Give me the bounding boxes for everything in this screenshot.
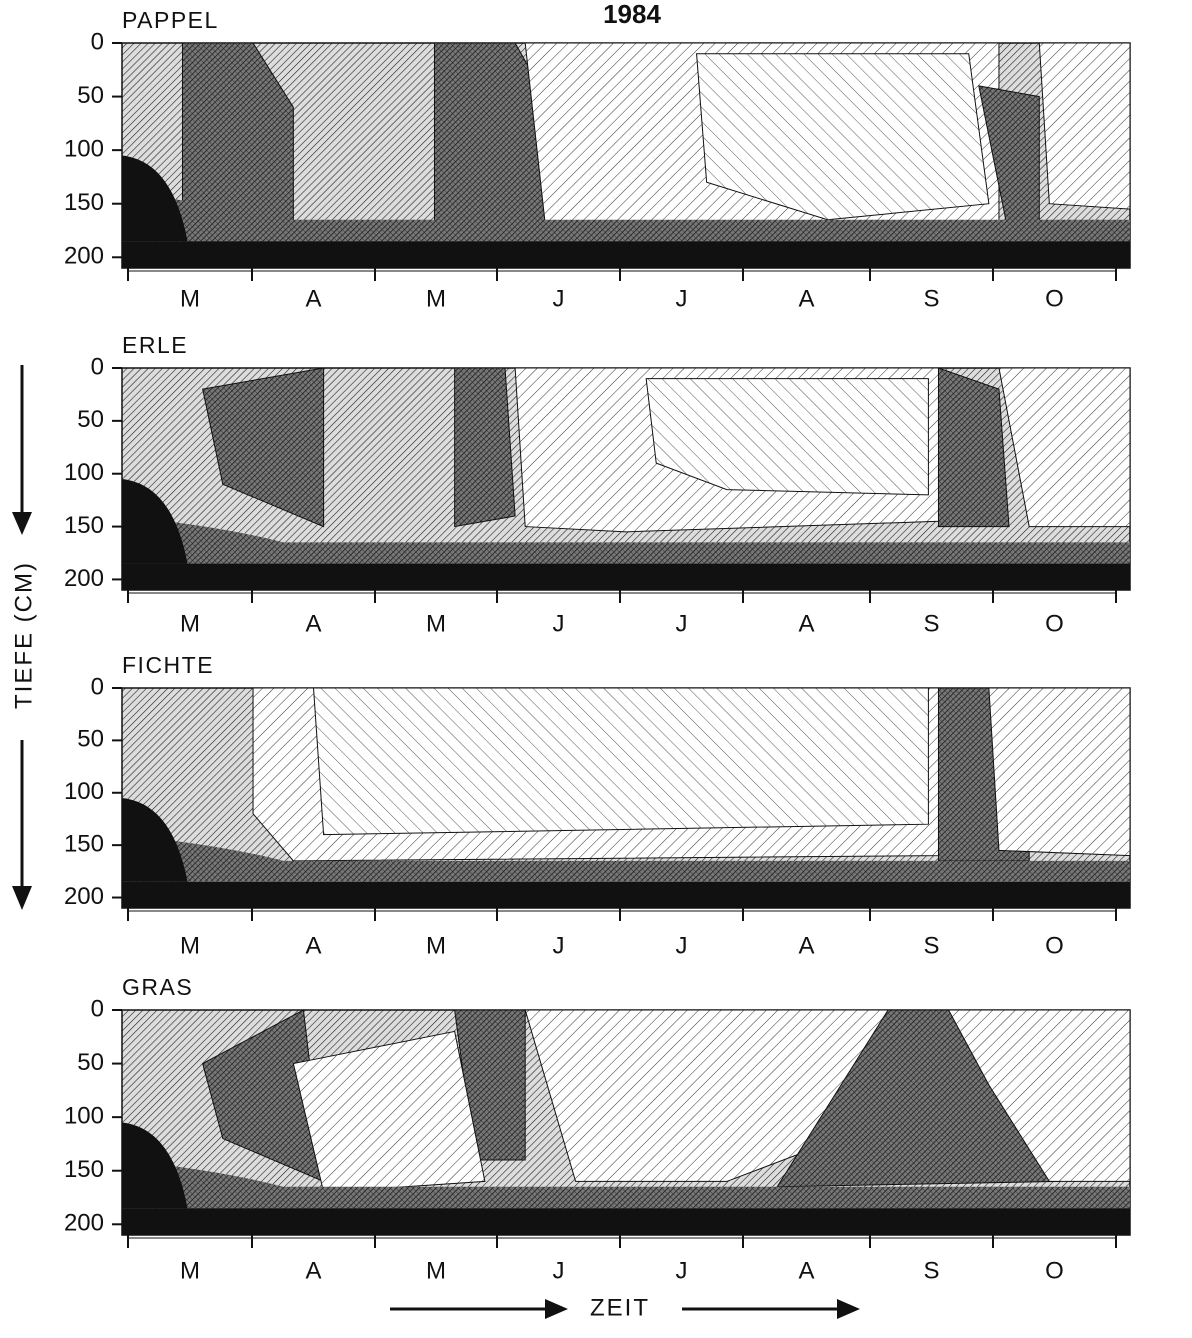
contour-region [696,53,990,221]
x-tick-label: J [553,610,565,637]
contour-region [1038,42,1131,210]
contour-region [122,563,1130,590]
x-tick-label: A [305,1257,321,1284]
panel-title: PAPPEL [122,7,219,33]
contour-region [937,367,1010,528]
contour-region [947,1009,1131,1182]
x-tick-label: O [1045,1257,1064,1284]
contour-region [454,367,516,528]
y-tick-label: 50 [77,82,104,109]
x-tick-label: J [676,1257,688,1284]
contour-region [988,687,1131,857]
contour-region [122,479,188,564]
x-tick-label: M [426,610,446,637]
x-tick-label: O [1045,932,1064,959]
x-tick-label: M [180,932,200,959]
contour-region [122,1208,1130,1235]
y-tick-label: 200 [64,565,104,592]
contour-region [645,378,929,496]
contour-region [122,516,1130,564]
x-tick-label: O [1045,285,1064,312]
x-tick-label: J [553,285,565,312]
contour-region [292,1030,486,1193]
contour-region [122,881,1130,908]
y-tick-label: 200 [64,1210,104,1237]
x-tick-label: A [305,932,321,959]
panel-title: FICHTE [122,652,214,678]
contour-region [122,241,1130,268]
x-axis-label: ZEIT [590,1294,650,1321]
contour-region [122,193,1130,242]
x-tick-label: M [180,610,200,637]
chart-title: 1984 [603,0,661,29]
x-tick-label: M [180,285,200,312]
y-tick-label: 50 [77,406,104,433]
contour-region [202,367,325,528]
x-tick-label: J [676,932,688,959]
x-tick-label: J [676,285,688,312]
y-tick-label: 200 [64,243,104,270]
y-tick-label: 0 [91,995,104,1022]
x-tick-label: S [923,932,939,959]
x-tick-label: M [426,285,446,312]
y-tick-label: 50 [77,726,104,753]
x-tick-label: J [553,1257,565,1284]
y-tick-label: 150 [64,189,104,216]
y-tick-label: 150 [64,1156,104,1183]
y-tick-label: 0 [91,353,104,380]
y-tick-label: 150 [64,512,104,539]
x-tick-label: S [923,1257,939,1284]
y-tick-label: 0 [91,673,104,700]
x-tick-label: A [798,932,814,959]
contour-region [122,798,188,882]
y-tick-label: 100 [64,1102,104,1129]
x-tick-label: A [798,610,814,637]
x-tick-label: A [305,610,321,637]
contour-region [122,155,188,242]
y-tick-label: 100 [64,459,104,486]
x-tick-label: M [180,1257,200,1284]
contour-region [122,834,1130,882]
x-tick-label: S [923,285,939,312]
contour-region [312,687,929,836]
x-tick-label: A [798,285,814,312]
arrows [12,365,860,1319]
y-tick-label: 150 [64,830,104,857]
y-tick-label: 200 [64,883,104,910]
x-tick-label: A [305,285,321,312]
x-tick-label: M [426,1257,446,1284]
contour-region [122,1160,1130,1209]
contour-region [122,1122,188,1209]
y-tick-label: 50 [77,1049,104,1076]
contour-region [998,367,1131,528]
x-tick-label: J [676,610,688,637]
y-tick-label: 100 [64,135,104,162]
panel-title: ERLE [122,332,188,358]
x-tick-label: O [1045,610,1064,637]
x-tick-label: A [798,1257,814,1284]
x-tick-label: J [553,932,565,959]
y-tick-label: 100 [64,778,104,805]
y-axis-label: TIEFE (CM) [10,561,37,709]
y-tick-label: 0 [91,28,104,55]
x-tick-label: M [426,932,446,959]
panel-title: GRAS [122,974,193,1000]
x-tick-label: S [923,610,939,637]
